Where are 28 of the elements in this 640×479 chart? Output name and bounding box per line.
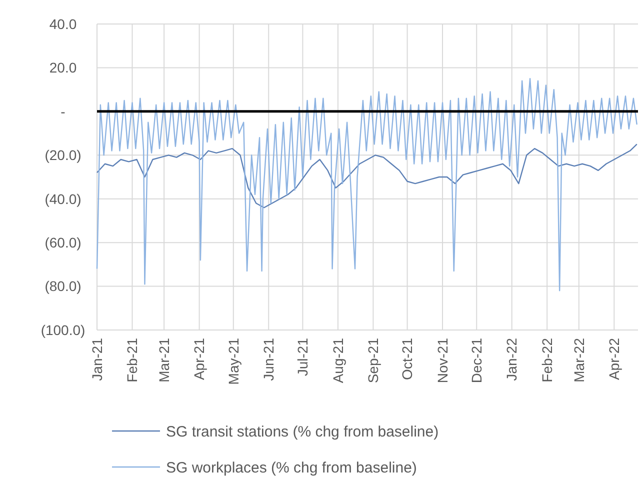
x-tick-label: Oct-21 (399, 338, 416, 380)
x-tick-label: Jul-21 (294, 338, 311, 376)
x-tick-label: Feb-22 (538, 338, 555, 382)
legend-label: SG transit stations (% chg from baseline) (166, 423, 439, 440)
x-tick-label: Apr-22 (606, 338, 622, 380)
y-tick-label: (80.0) (44, 278, 82, 294)
y-tick-label: (100.0) (40, 322, 86, 338)
y-tick-label: - (60, 103, 66, 120)
x-tick-label: Dec-21 (468, 338, 485, 384)
legend-label: SG workplaces (% chg from baseline) (166, 459, 417, 476)
x-tick-label: Apr-21 (191, 338, 208, 380)
x-tick-label: Jan-21 (88, 338, 105, 381)
x-tick-label: Mar-22 (570, 338, 587, 382)
line-series (96, 78, 638, 292)
x-tick-label: Mar-21 (156, 338, 172, 382)
x-tick-label: Feb-21 (124, 338, 140, 382)
x-tick-label: Jun-21 (260, 338, 277, 381)
x-tick-label: Jan-22 (504, 338, 520, 381)
line-series (96, 144, 638, 208)
y-tick-label: (20.0) (44, 147, 82, 164)
y-tick-label: (60.0) (44, 234, 82, 250)
x-tick-label: May-21 (225, 338, 242, 385)
y-tick-label: 40.0 (49, 16, 77, 32)
x-tick-label: Aug-21 (330, 338, 346, 384)
x-tick-label: Nov-21 (434, 338, 450, 384)
x-tick-label: Sep-21 (365, 338, 382, 384)
y-tick-label: (40.0) (44, 190, 82, 207)
y-tick-label: 20.0 (49, 60, 77, 76)
